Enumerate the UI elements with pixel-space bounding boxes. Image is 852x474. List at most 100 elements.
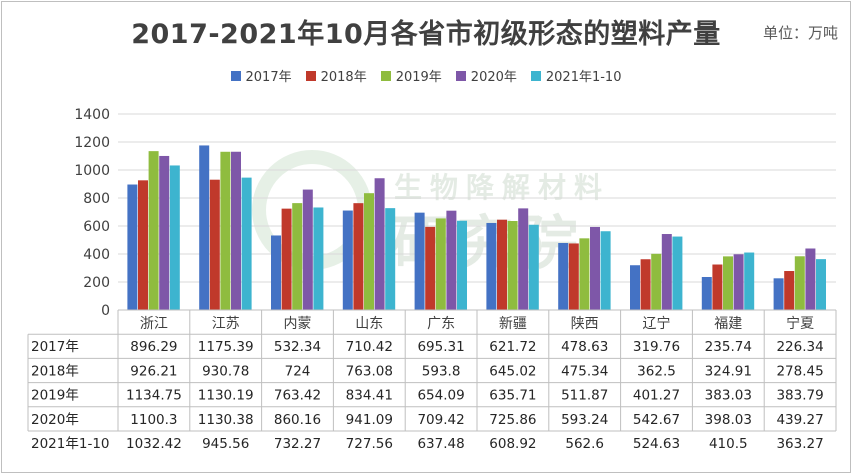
legend-swatch: [380, 70, 391, 81]
table-cell: 278.45: [776, 363, 823, 379]
bar: [159, 155, 170, 310]
table-cell: 608.92: [489, 436, 536, 452]
table-cell: 710.42: [346, 339, 393, 355]
table-cell: 511.87: [561, 388, 608, 404]
table-cell: 593.8: [422, 363, 461, 379]
table-cell: 593.24: [561, 412, 608, 428]
x-tick-label: 辽宁: [643, 315, 671, 332]
table-cell: 645.02: [489, 363, 536, 379]
bar: [733, 254, 744, 310]
legend-swatch: [455, 70, 466, 81]
y-tick-label: 200: [83, 275, 110, 291]
table-cell: 941.09: [346, 412, 393, 428]
x-tick-label: 山东: [355, 316, 383, 332]
table-cell: 475.34: [561, 363, 608, 379]
legend-item: 2019年: [380, 66, 442, 85]
y-tick-label: 1000: [74, 163, 110, 179]
bar: [435, 218, 446, 310]
chart-title: 2017-2021年10月各省市初级形态的塑料产量: [131, 19, 721, 50]
bar: [579, 238, 590, 310]
bar: [302, 189, 313, 310]
bar: [497, 219, 507, 310]
bar: [816, 259, 826, 310]
table-cell: 930.78: [202, 363, 249, 379]
table-cell: 725.86: [489, 412, 536, 428]
bar: [784, 271, 795, 310]
table-cell: 542.67: [633, 412, 680, 428]
bar: [241, 177, 252, 310]
table-cell: 834.41: [346, 388, 393, 404]
bar: [661, 234, 672, 310]
legend-swatch: [305, 70, 316, 81]
legend-label: 2019年: [395, 70, 442, 85]
legend-label: 2020年: [470, 70, 517, 85]
bar: [457, 220, 467, 310]
unit-label: 单位：万吨: [762, 24, 838, 42]
table-cell: 1032.42: [126, 436, 182, 452]
bar: [364, 193, 374, 310]
bar: [374, 178, 385, 310]
bar: [630, 265, 640, 310]
y-tick-label: 0: [101, 303, 110, 319]
x-tick-label: 江苏: [212, 316, 240, 332]
x-tick-label: 陕西: [571, 316, 599, 332]
bar: [446, 210, 457, 310]
bar: [271, 235, 281, 310]
bar: [385, 208, 396, 310]
bar: [199, 145, 210, 310]
table-cell: 562.6: [565, 436, 604, 452]
legend-label: 2017年: [245, 70, 292, 85]
table-cell: 1130.19: [198, 388, 254, 404]
table-cell: 1134.75: [126, 388, 182, 404]
table-cell: 945.56: [202, 436, 249, 452]
y-tick-label: 800: [83, 191, 110, 207]
bar: [313, 207, 324, 310]
bar: [209, 179, 220, 310]
table-cell: 363.27: [776, 436, 823, 452]
table-cell: 532.34: [274, 339, 321, 355]
x-tick-label: 内蒙: [284, 316, 312, 332]
bar: [794, 256, 805, 310]
y-tick-label: 600: [83, 219, 110, 235]
bar: [231, 151, 241, 310]
table-cell: 439.27: [776, 412, 823, 428]
table-cell: 235.74: [705, 339, 752, 355]
bar: [640, 259, 651, 310]
table-cell: 1130.38: [198, 412, 254, 428]
bar: [701, 276, 712, 310]
table-cell: 319.76: [633, 339, 680, 355]
legend-item: 2017年: [230, 66, 292, 85]
table-cell: 763.08: [346, 363, 393, 379]
bar: [558, 242, 569, 310]
legend-label: 2018年: [320, 70, 367, 85]
table-cell: 401.27: [633, 388, 680, 404]
table-cell: 383.79: [776, 388, 823, 404]
table-cell: 324.91: [705, 363, 752, 379]
bar: [590, 226, 600, 310]
legend-swatch: [230, 70, 241, 81]
x-tick-label: 福建: [714, 316, 742, 332]
table-cell: 727.56: [346, 436, 393, 452]
bar: [353, 203, 364, 310]
x-tick-label: 新疆: [499, 316, 527, 332]
bar: [281, 208, 292, 310]
bar: [672, 236, 683, 310]
bar: [723, 256, 733, 310]
x-tick-label: 浙江: [140, 316, 168, 332]
table-cell: 695.31: [417, 339, 464, 355]
table-cell: 524.63: [633, 436, 680, 452]
bar: [528, 224, 539, 310]
bar: [414, 212, 425, 310]
bar: [518, 208, 529, 310]
y-tick-label: 1200: [74, 135, 110, 151]
x-tick-label: 宁夏: [786, 315, 814, 332]
bar: [138, 180, 148, 310]
table-cell: 410.5: [709, 436, 748, 452]
table-cell: 226.34: [776, 339, 823, 355]
table-cell: 724: [285, 363, 311, 379]
table-row-label: 2018年: [31, 363, 79, 379]
table-cell: 362.5: [637, 363, 676, 379]
legend-label: 2021年1-10: [545, 70, 622, 85]
table-cell: 621.72: [489, 339, 536, 355]
